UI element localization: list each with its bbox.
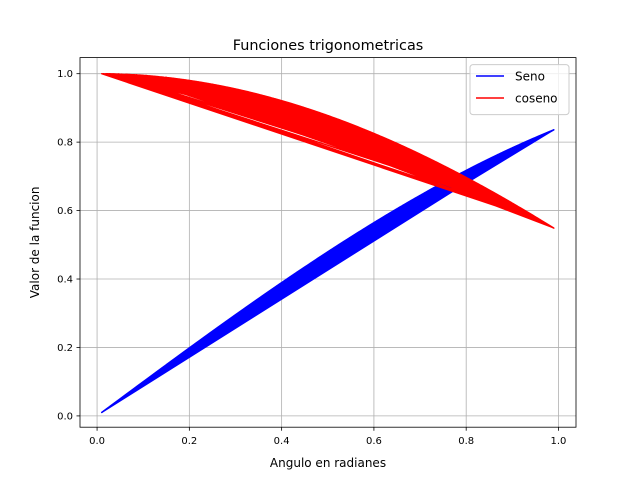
plot-series xyxy=(101,72,555,414)
y-tick-label: 0.0 xyxy=(57,411,73,422)
x-tick-label: 0.2 xyxy=(181,436,197,447)
y-tick-label: 0.4 xyxy=(57,275,73,286)
y-tick-label: 0.2 xyxy=(57,343,73,354)
legend-label-seno: Seno xyxy=(515,70,545,84)
axes-frame xyxy=(79,57,577,428)
legend: Seno coseno xyxy=(469,64,570,116)
x-tick-label: 0.6 xyxy=(366,436,382,447)
y-tick-label: 1.0 xyxy=(57,69,73,80)
y-tick-label: 0.8 xyxy=(57,138,73,149)
x-tick-label: 0.4 xyxy=(274,436,290,447)
y-axis-label: Valor de la funcion xyxy=(28,187,42,299)
x-axis-label: Angulo en radianes xyxy=(270,456,386,470)
x-tick-label: 1.0 xyxy=(551,436,567,447)
chart-title: Funciones trigonometricas xyxy=(233,38,424,54)
y-tick-label: 0.6 xyxy=(57,206,73,217)
series-line-seno xyxy=(101,129,555,414)
legend-box xyxy=(469,64,570,116)
x-tick-label: 0.0 xyxy=(89,436,105,447)
axis-ticks: 0.0 0.2 0.4 0.6 0.8 1.0 0.0 0.2 0.4 0.6 0.8 1.0 xyxy=(57,69,566,447)
x-tick-label: 0.8 xyxy=(458,436,474,447)
series-line-coseno xyxy=(101,72,555,229)
legend-label-coseno: coseno xyxy=(515,92,558,106)
